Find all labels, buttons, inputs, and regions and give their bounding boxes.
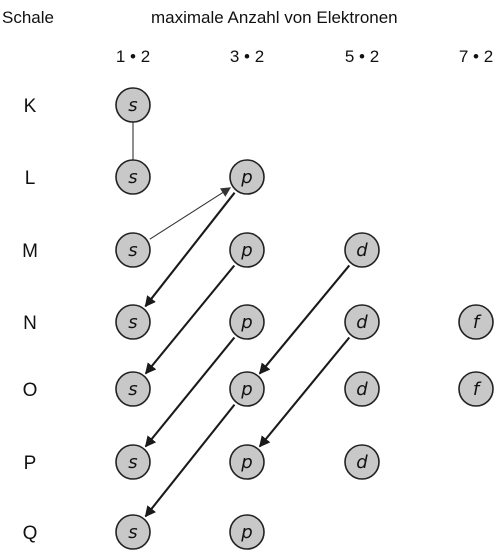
orbital-letter: s [128,452,137,473]
orbital-letter: s [128,522,137,543]
orbital-letter: d [356,240,368,261]
orbital-O-p: p [229,371,265,407]
orbital-O-s: s [115,371,151,407]
column-label-d: 5 • 2 [345,47,379,66]
orbital-circle [344,304,380,340]
orbital-letter: p [240,379,252,400]
shell-labels: K L M N O P Q [22,96,38,544]
orbital-letter: s [128,95,137,116]
orbital-P-s: s [115,444,151,480]
orbital-letter: s [128,167,137,188]
orbital-M-s: s [115,232,151,268]
shell-label-O: O [23,380,38,401]
orbital-letter: s [128,312,137,333]
orbital-N-s: s [115,304,151,340]
orbital-circle [115,304,151,340]
column-labels: 1 • 2 3 • 2 5 • 2 7 • 2 [116,47,493,66]
arrow-5d-to-6p [258,264,351,375]
orbital-K-s: s [115,87,151,123]
arrow-6p-to-7s [144,403,236,518]
orbital-circle [115,87,151,123]
orbital-Q-p: p [229,514,265,550]
shell-header: Schale [2,8,54,27]
orbital-circle [229,444,265,480]
orbital-N-p: p [229,304,265,340]
column-label-s: 1 • 2 [116,47,150,66]
orbital-circle [344,371,380,407]
filling-arrows [132,122,351,518]
orbitals: s s p s p d s p d f s p d f s p d s p [115,87,494,550]
orbital-O-f: f [458,371,494,407]
orbital-circle [229,304,265,340]
shell-label-L: L [25,168,36,189]
column-label-f: 7 • 2 [459,47,493,66]
orbital-L-p: p [229,159,265,195]
orbital-circle [115,232,151,268]
orbital-letter: p [240,312,252,333]
orbital-letter: p [240,452,252,473]
orbital-letter: d [356,379,368,400]
orbital-circle [115,371,151,407]
orbital-M-d: d [344,232,380,268]
orbital-letter: f [473,312,482,333]
orbital-N-d: d [344,304,380,340]
arrow-3s-to-3p [149,187,232,240]
shell-label-P: P [24,453,37,474]
diagram-title: maximale Anzahl von Elektronen [151,8,398,27]
shell-label-K: K [24,96,37,117]
orbital-letter: p [240,167,252,188]
orbital-P-p: p [229,444,265,480]
column-label-p: 3 • 2 [230,47,264,66]
orbital-circle [115,159,151,195]
orbital-circle [229,232,265,268]
arrow-3p-to-4s [144,192,236,308]
arrow-6d-to-7p [258,336,351,448]
orbital-P-d: d [344,444,380,480]
shell-label-M: M [22,241,38,262]
shell-label-N: N [23,313,37,334]
orbital-N-f: f [458,304,494,340]
orbital-circle [458,304,494,340]
orbital-letter: p [240,522,252,543]
orbital-letter: p [240,240,252,261]
shell-label-Q: Q [23,523,38,544]
orbital-O-d: d [344,371,380,407]
orbital-circle [229,159,265,195]
orbital-letter: d [356,452,368,473]
orbital-letter: f [473,379,482,400]
orbital-L-s: s [115,159,151,195]
orbital-circle [229,514,265,550]
orbital-letter: s [128,240,137,261]
orbital-Q-s: s [115,514,151,550]
arrow-5p-to-6s [144,336,236,448]
orbital-circle [458,371,494,407]
arrow-4p-to-5s [144,264,236,375]
orbital-circle [229,371,265,407]
orbital-letter: s [128,379,137,400]
orbital-circle [344,232,380,268]
orbital-circle [115,514,151,550]
orbital-M-p: p [229,232,265,268]
orbital-circle [115,444,151,480]
orbital-letter: d [356,312,368,333]
orbital-circle [344,444,380,480]
